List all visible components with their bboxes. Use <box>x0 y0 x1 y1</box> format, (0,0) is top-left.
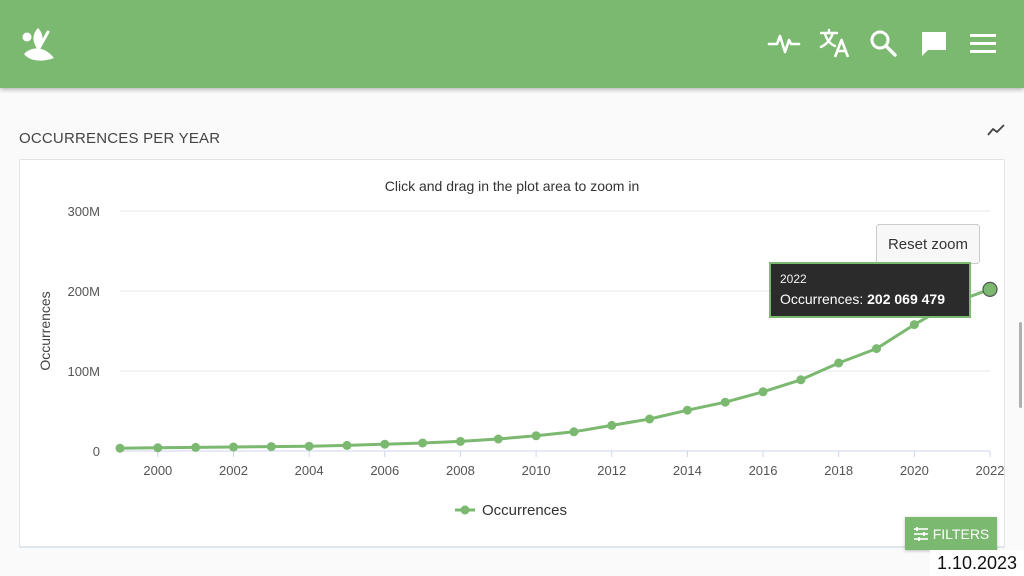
y-tick-label: 0 <box>93 444 100 459</box>
data-point[interactable] <box>645 414 655 424</box>
x-tick-label: 2022 <box>976 463 1005 478</box>
data-point[interactable] <box>607 420 617 430</box>
feedback-icon[interactable] <box>917 26 951 60</box>
y-tick-label: 200M <box>67 284 100 299</box>
tooltip-value: 202 069 479 <box>867 291 945 307</box>
x-tick-label: 2018 <box>824 463 853 478</box>
search-icon[interactable] <box>866 26 900 60</box>
x-tick-label: 2020 <box>900 463 929 478</box>
x-tick-label: 2008 <box>446 463 475 478</box>
x-tick-label: 2014 <box>673 463 702 478</box>
date-stamp: 1.10.2023 <box>930 550 1024 576</box>
filters-button[interactable]: FILTERS <box>905 517 997 550</box>
x-tick-label: 2006 <box>370 463 399 478</box>
sliders-icon <box>913 526 928 541</box>
reset-zoom-button[interactable]: Reset zoom <box>876 224 980 264</box>
data-point[interactable] <box>758 387 768 397</box>
section-title: OCCURRENCES PER YEAR <box>19 130 221 147</box>
y-tick-label: 300M <box>67 204 100 219</box>
data-point[interactable] <box>115 443 125 453</box>
menu-icon[interactable] <box>966 26 1000 60</box>
data-point[interactable] <box>455 436 465 446</box>
data-point[interactable] <box>493 434 503 444</box>
tooltip-series-label: Occurrences: <box>780 291 868 307</box>
data-point[interactable] <box>834 358 844 368</box>
activity-icon[interactable] <box>767 26 801 60</box>
filters-label: FILTERS <box>932 525 990 542</box>
x-tick-label: 2004 <box>295 463 324 478</box>
scrollbar-thumb[interactable] <box>1019 322 1022 408</box>
y-tick-label: 100M <box>67 364 100 379</box>
data-point[interactable] <box>909 320 919 330</box>
series-line-occurrences <box>119 287 991 450</box>
gbif-leaf-logo[interactable] <box>18 24 60 64</box>
x-tick-label: 2016 <box>749 463 778 478</box>
chart-tooltip: 2022 Occurrences: 202 069 479 <box>769 262 971 318</box>
data-point[interactable] <box>682 405 692 415</box>
data-point[interactable] <box>153 443 163 453</box>
chart-card <box>19 159 1005 547</box>
y-axis-label: Occurrences <box>37 291 53 370</box>
card-divider <box>19 546 1005 548</box>
data-point[interactable] <box>266 442 276 452</box>
x-tick-label: 2002 <box>219 463 248 478</box>
x-tick-label: 2000 <box>143 463 172 478</box>
data-point[interactable] <box>380 439 390 449</box>
data-point[interactable] <box>796 375 806 385</box>
x-tick-label: 2012 <box>597 463 626 478</box>
tooltip-year: 2022 <box>780 272 807 286</box>
data-point[interactable] <box>418 438 428 448</box>
legend-label-occurrences[interactable]: Occurrences <box>482 502 567 519</box>
data-point[interactable] <box>191 442 201 452</box>
trend-line-icon[interactable] <box>986 122 1006 138</box>
chart-title: Click and drag in the plot area to zoom … <box>385 178 639 194</box>
top-app-bar <box>0 0 1024 88</box>
data-point[interactable] <box>982 281 998 297</box>
data-point[interactable] <box>872 344 882 354</box>
data-point[interactable] <box>228 442 238 452</box>
legend-marker <box>460 505 470 515</box>
data-point[interactable] <box>342 440 352 450</box>
translate-icon[interactable] <box>818 26 852 60</box>
data-point[interactable] <box>531 431 541 441</box>
data-point[interactable] <box>304 441 314 451</box>
data-point[interactable] <box>720 397 730 407</box>
x-tick-label: 2010 <box>522 463 551 478</box>
data-point[interactable] <box>569 427 579 437</box>
